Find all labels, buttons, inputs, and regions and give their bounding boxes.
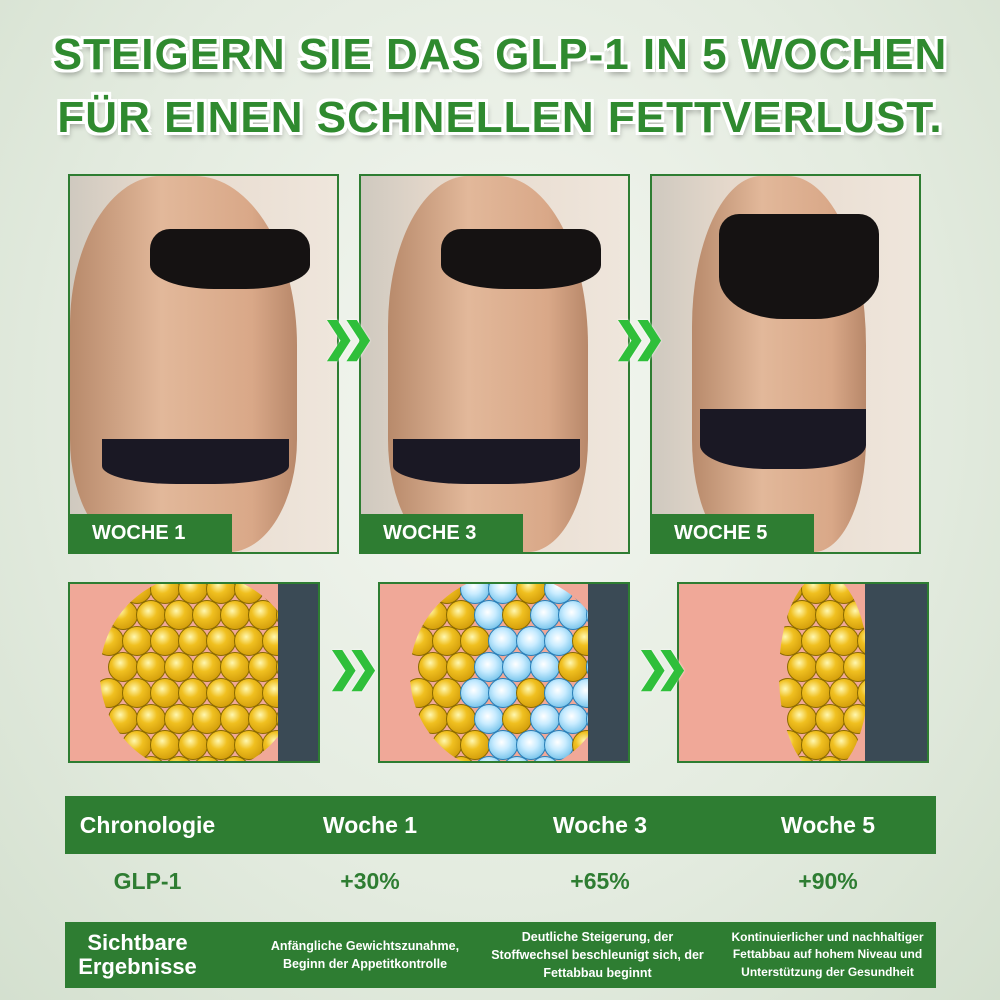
- photo-week-1: WOCHE 1: [68, 174, 339, 554]
- fat-cell: [488, 678, 518, 708]
- fat-cell: [787, 600, 817, 630]
- fat-cell: [502, 704, 532, 734]
- week-label: WOCHE 1: [70, 514, 232, 552]
- fat-cell: [122, 678, 152, 708]
- fat-cell: [248, 704, 278, 734]
- fat-cell: [544, 678, 574, 708]
- photo-week-3: WOCHE 3: [359, 174, 630, 554]
- fat-cell: [474, 652, 504, 682]
- fat-cells-week-1: [68, 582, 320, 763]
- fat-cell: [502, 600, 532, 630]
- fat-cell: [220, 600, 250, 630]
- fat-cell: [530, 652, 560, 682]
- double-chevron-right-icon: ❯❯: [327, 646, 380, 690]
- fat-cell: [502, 652, 532, 682]
- fat-cell: [248, 652, 278, 682]
- fat-cell: [829, 626, 859, 656]
- fat-cell: [530, 600, 560, 630]
- header-week-3: Woche 3: [552, 812, 648, 838]
- fat-cell: [234, 626, 264, 656]
- fat-cell: [446, 704, 476, 734]
- headline-line-1: STEIGERN SIE DAS GLP-1 IN 5 WOCHEN: [52, 30, 948, 79]
- fat-cell: [530, 704, 560, 734]
- fat-cell: [164, 704, 194, 734]
- headline-line-2: FÜR EINEN SCHNELLEN FETTVERLUST.: [57, 93, 943, 142]
- fat-cell: [460, 730, 490, 760]
- fat-cell: [843, 652, 869, 682]
- glp-label: GLP-1: [113, 868, 182, 894]
- fat-cell: [220, 704, 250, 734]
- results-week-3: Deutliche Steigerung, der Stoffwechsel b…: [491, 929, 704, 981]
- fat-cell: [418, 704, 448, 734]
- fat-cell: [787, 652, 817, 682]
- fat-cell: [446, 652, 476, 682]
- fat-cell: [815, 704, 845, 734]
- double-chevron-right-icon: ❯❯: [613, 316, 666, 360]
- fat-cell: [122, 730, 152, 760]
- week-label: WOCHE 3: [361, 514, 523, 552]
- fat-cell: [164, 652, 194, 682]
- fat-cell: [136, 652, 166, 682]
- fat-cell: [136, 704, 166, 734]
- header-week-5: Woche 5: [780, 812, 876, 838]
- fat-cell: [787, 704, 817, 734]
- fat-cell: [460, 678, 490, 708]
- fat-cell: [192, 600, 222, 630]
- glp-week-5: +90%: [798, 868, 858, 894]
- photo-week-5: WOCHE 5: [650, 174, 921, 554]
- header-week-1: Woche 1: [322, 812, 418, 838]
- fat-cell: [122, 626, 152, 656]
- fat-cell: [558, 600, 588, 630]
- table-header-row: Chronologie Woche 1 Woche 3 Woche 5: [65, 796, 936, 854]
- fat-cells-week-5: [677, 582, 929, 763]
- glp-week-1: +30%: [340, 868, 400, 894]
- fat-cell: [474, 600, 504, 630]
- results-week-1: Anfängliche Gewichtszunahme, Beginn der …: [270, 938, 460, 971]
- fat-cell: [206, 626, 236, 656]
- fat-cell: [474, 704, 504, 734]
- fat-cell: [108, 704, 138, 734]
- glp-week-3: +65%: [570, 868, 630, 894]
- results-label: Sichtbare Ergebnisse: [78, 929, 197, 979]
- fat-cell: [418, 652, 448, 682]
- fat-cell: [843, 600, 869, 630]
- header-chronologie: Chronologie: [79, 812, 216, 838]
- week-label: WOCHE 5: [652, 514, 814, 552]
- fat-cell: [164, 600, 194, 630]
- fat-cell: [801, 730, 831, 760]
- double-chevron-right-icon: ❯❯: [322, 316, 375, 360]
- results-row: Sichtbare Ergebnisse Anfängliche Gewicht…: [65, 922, 936, 988]
- fat-cell: [206, 678, 236, 708]
- fat-cell: [516, 626, 546, 656]
- double-chevron-right-icon: ❯❯: [636, 646, 689, 690]
- fat-cells-week-3: [378, 582, 630, 763]
- results-week-5: Kontinuierlicher und nachhaltiger Fettab…: [731, 929, 924, 979]
- fat-cell: [192, 652, 222, 682]
- fat-cell: [544, 730, 574, 760]
- fat-cell: [234, 678, 264, 708]
- fat-cell: [100, 626, 124, 656]
- fat-cell: [843, 704, 869, 734]
- fat-cell: [136, 600, 166, 630]
- fat-cell: [446, 600, 476, 630]
